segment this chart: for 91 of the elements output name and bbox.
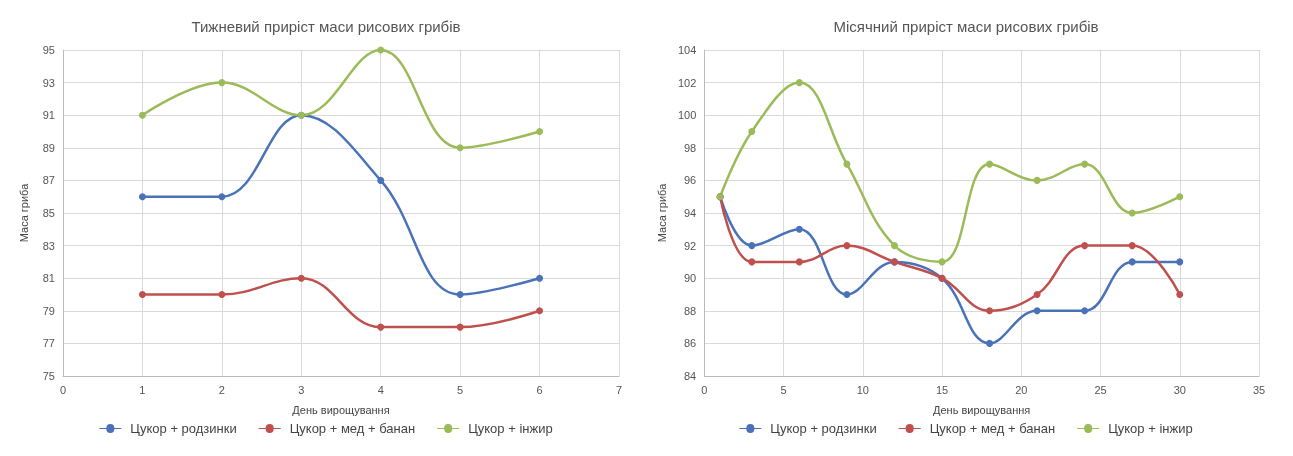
point [890,242,898,250]
x-tick-label: 20 [1015,383,1028,396]
y-axis-title: Маса гриба [655,182,668,243]
legend-label: Цукор + мед + банан [929,421,1056,436]
x-tick-label: 1 [139,383,146,396]
point [1128,209,1136,217]
point [795,79,803,87]
point [536,128,544,135]
point [456,291,464,298]
x-tick-label: 5 [457,383,464,396]
y-tick-label: 104 [677,44,697,56]
point [377,176,385,184]
y-tick-label: 87 [42,174,55,187]
y-tick-label: 102 [677,76,697,89]
y-tick-label: 88 [684,304,697,317]
chart-title: Місячний приріст маси рисових грибів [833,18,1099,35]
y-tick-label: 100 [677,109,697,122]
point [456,144,464,152]
x-tick-label: 0 [701,383,708,396]
y-tick-label: 81 [42,272,55,285]
y-tick-label: 91 [42,109,55,122]
point [1081,242,1089,250]
point [536,307,544,315]
x-tick-label: 3 [298,383,305,396]
legend-label: Цукор + родзинки [130,421,237,436]
x-tick-label: 15 [935,383,949,396]
legend-label: Цукор + інжир [468,421,553,436]
x-tick-label: 25 [1094,383,1107,396]
point [1176,291,1184,298]
point [377,46,385,54]
point [1128,242,1136,250]
y-tick-label: 84 [684,370,697,382]
point [218,79,226,87]
point [986,307,994,315]
point [1081,160,1089,168]
x-axis-title: День вирощування [292,403,390,416]
x-tick-label: 4 [377,383,384,396]
y-tick-label: 92 [684,239,697,252]
y-tick-label: 75 [42,370,55,382]
x-tick-label: 0 [59,383,67,396]
point [748,242,756,250]
point [138,193,146,201]
point [138,111,146,119]
point [1128,258,1136,266]
point [1176,193,1184,201]
y-tick-label: 89 [42,141,55,154]
point [1033,307,1041,315]
x-tick-label: 2 [218,383,225,396]
y-axis-title: Маса гриба [17,182,30,243]
y-tick-label: 93 [42,76,55,89]
chart-title: Тижневий приріст маси рисових грибів [191,18,461,35]
point [986,160,994,168]
point [1176,258,1184,266]
point [218,193,226,201]
y-tick-label: 94 [684,207,697,219]
point [748,258,756,266]
y-tick-label: 85 [42,207,55,219]
point [795,225,803,233]
y-tick-label: 90 [684,272,697,285]
point [138,291,146,298]
legend-label: Цукор + мед + банан [289,421,416,436]
y-tick-label: 86 [684,337,697,350]
x-tick-label: 10 [856,383,869,396]
point [986,339,994,347]
x-axis-title: День вирощування [932,403,1031,416]
point [843,160,851,168]
y-tick-label: 77 [42,337,55,350]
point [1081,307,1089,315]
point [536,274,544,282]
y-tick-label: 83 [42,239,55,252]
point [218,291,226,298]
y-tick-label: 79 [42,304,55,317]
y-tick-label: 98 [684,141,697,154]
point [795,258,803,266]
y-tick-label: 95 [42,44,55,56]
point [1033,176,1041,184]
point [843,242,851,250]
point [1033,291,1041,298]
x-tick-label: 7 [615,383,623,396]
point [377,323,385,331]
x-tick-label: 6 [536,383,543,396]
y-tick-label: 96 [684,174,697,187]
point [456,323,464,331]
point [748,128,756,135]
x-tick-label: 5 [780,383,787,396]
x-tick-label: 30 [1173,383,1186,396]
point [843,291,851,298]
legend-label: Цукор + інжир [1108,421,1193,436]
point [297,274,305,282]
legend-label: Цукор + родзинки [770,421,877,436]
x-tick-label: 35 [1252,383,1266,396]
